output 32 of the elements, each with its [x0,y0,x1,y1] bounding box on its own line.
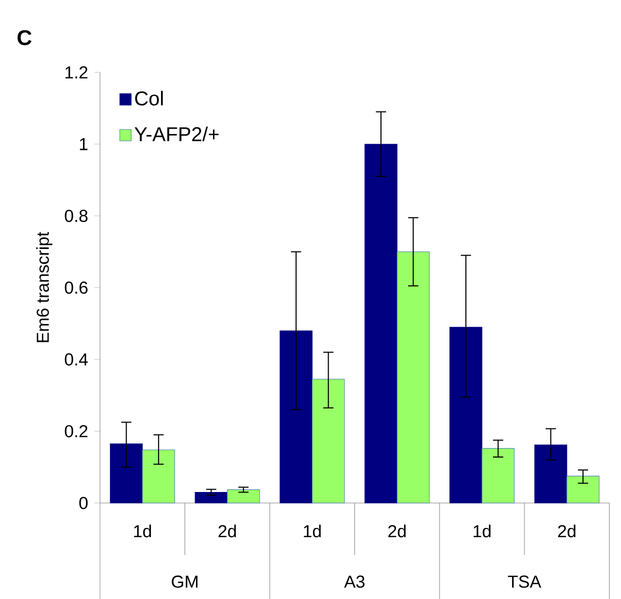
x-tick-label: 2d [558,524,576,538]
bar [110,444,143,504]
chart-title: C [18,30,32,46]
y-tick-label: 0.2 [64,425,88,438]
y-tick-label: 0.6 [64,282,88,294]
y-tick-label: 1 [80,138,88,150]
bar [142,450,175,504]
x-tick-label: 1d [304,524,321,538]
y-tick-label: 0.8 [64,210,88,222]
y-axis-title: Em6 transcript [36,232,52,342]
legend-label: Y-AFP2/+ [134,126,219,142]
text: TSA [508,576,542,588]
text: GM [172,576,198,588]
legend-label: Col [135,90,163,106]
bar [280,330,312,504]
bar [364,144,398,504]
bar [227,489,260,504]
x-tick-label: 2d [388,524,406,538]
text: A3 [344,576,365,588]
bar [312,378,345,504]
y-tick-label: 0.4 [64,353,88,366]
y-tick-label: 1.2 [65,66,88,78]
bar [449,326,482,504]
bar [396,251,430,504]
x-tick-label: 2d [218,524,236,538]
bar [482,448,515,504]
x-tick-label: 1d [474,524,491,538]
x-tick-label: 1d [134,524,151,538]
y-tick-label: 0 [79,496,88,510]
bar [194,492,228,504]
bar [534,444,568,504]
bar [566,476,600,504]
